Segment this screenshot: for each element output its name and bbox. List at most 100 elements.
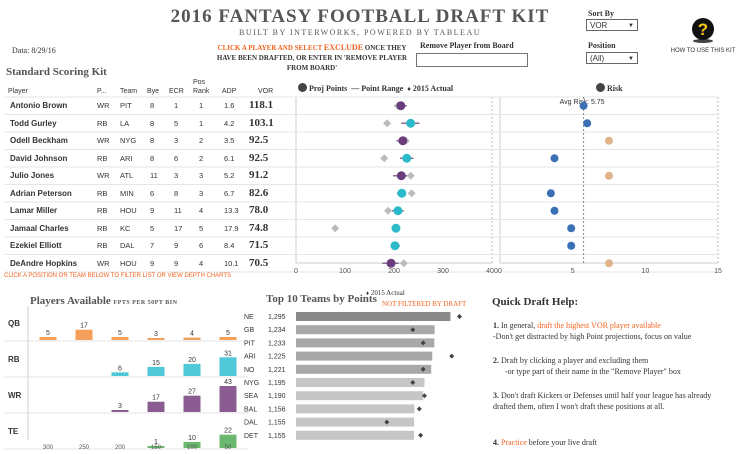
pa-bar[interactable] — [183, 441, 201, 448]
risk-point[interactable] — [567, 241, 576, 250]
proj-point[interactable] — [402, 153, 412, 163]
team-label[interactable]: ARI — [244, 354, 256, 361]
pa-bar[interactable] — [219, 336, 237, 340]
pa-bin-label: 150 — [151, 445, 162, 451]
team-label[interactable]: NO — [244, 367, 255, 374]
table-row[interactable]: Lamar Miller RB HOU 9 11 4 13.3 78.0 — [0, 202, 736, 219]
team-bar[interactable] — [296, 430, 415, 440]
cell-player: Todd Gurley — [10, 118, 57, 128]
cell-adp: 5.2 — [224, 171, 235, 180]
pa-bar[interactable] — [219, 357, 237, 376]
table-row[interactable]: David Johnson RB ARI 8 6 2 6.1 92.5 — [0, 150, 736, 167]
cell-pos: RB — [97, 241, 108, 250]
team-actual-diamond — [421, 393, 427, 399]
proj-point[interactable] — [398, 136, 408, 146]
team-label[interactable]: NE — [244, 314, 254, 321]
risk-point[interactable] — [583, 119, 592, 128]
team-label[interactable]: PIT — [244, 340, 256, 347]
team-bar[interactable] — [296, 325, 435, 335]
proj-point[interactable] — [386, 258, 396, 268]
team-label[interactable]: BAL — [244, 406, 257, 413]
pa-bar[interactable] — [147, 338, 165, 340]
pa-bar[interactable] — [111, 410, 129, 412]
table-row[interactable]: Jamaal Charles RB KC 5 17 5 17.9 74.8 — [0, 220, 736, 237]
col-bye[interactable]: Bye — [147, 88, 160, 95]
team-bar[interactable] — [296, 338, 435, 348]
pa-bar[interactable] — [219, 434, 237, 448]
team-bar[interactable] — [296, 404, 415, 414]
team-label[interactable]: SEA — [244, 393, 258, 400]
team-label[interactable]: DAL — [244, 420, 258, 427]
position-select[interactable]: (All) ▼ — [586, 52, 638, 64]
risk-point[interactable] — [605, 171, 613, 180]
table-row[interactable]: Odell Beckham WR NYG 8 3 2 3.5 92.5 — [0, 132, 736, 149]
col-pos[interactable]: P... — [97, 88, 107, 95]
pa-bar[interactable] — [147, 366, 165, 376]
pa-bar[interactable] — [183, 395, 201, 412]
proj-point[interactable] — [390, 241, 400, 251]
table-row[interactable]: DeAndre Hopkins WR HOU 9 9 4 10.1 70.5 — [0, 255, 736, 272]
sort-by-select[interactable]: VOR ▼ — [586, 19, 638, 31]
risk-point[interactable] — [605, 136, 613, 145]
help-highlight-4[interactable]: Practice — [501, 438, 527, 447]
team-bar[interactable] — [296, 364, 432, 374]
cell-posrank: 2 — [199, 136, 204, 145]
pa-bar[interactable] — [147, 446, 165, 448]
col-player[interactable]: Player — [8, 88, 28, 95]
proj-point[interactable] — [393, 206, 403, 216]
data-date: Data: 8/29/16 — [12, 46, 56, 55]
pa-bar[interactable] — [75, 329, 93, 340]
team-bar[interactable] — [296, 378, 425, 387]
risk-point[interactable] — [567, 224, 576, 233]
table-row[interactable]: Antonio Brown WR PIT 8 1 1 1.6 118.1 — [0, 97, 736, 114]
risk-point[interactable] — [546, 189, 555, 198]
col-posrank[interactable]: Pos Rank — [193, 79, 210, 95]
table-row[interactable]: Ezekiel Elliott RB DAL 7 9 6 8.4 71.5 — [0, 237, 736, 254]
risk-tick-label: 5 — [571, 268, 575, 275]
proj-point[interactable] — [397, 188, 407, 198]
pa-position-label[interactable]: TE — [8, 427, 19, 436]
pa-bar[interactable] — [147, 401, 165, 412]
risk-point[interactable] — [550, 154, 559, 163]
help-item-3: 3. Don't draft Kickers or Defenses until… — [493, 390, 733, 412]
team-bar[interactable] — [296, 351, 433, 361]
team-bar[interactable] — [296, 417, 415, 427]
help-icon[interactable]: ? — [690, 17, 716, 43]
cell-bye: 6 — [150, 188, 155, 198]
cell-team: NYG — [120, 136, 137, 145]
pa-position-label[interactable]: QB — [8, 319, 20, 328]
pa-bar[interactable] — [183, 337, 201, 340]
team-label[interactable]: GB — [244, 327, 254, 334]
pa-bar[interactable] — [111, 336, 129, 340]
proj-point[interactable] — [396, 171, 406, 181]
pa-bar[interactable] — [39, 336, 57, 340]
how-to-link[interactable]: HOW TO USE THIS KIT — [670, 48, 736, 54]
pa-position-label[interactable]: RB — [8, 355, 20, 364]
risk-point[interactable] — [605, 259, 613, 268]
top-teams-note: NOT FILTERED BY DRAFT — [382, 300, 467, 308]
remove-player-input[interactable] — [416, 53, 528, 67]
risk-point[interactable] — [579, 101, 588, 110]
pa-bar[interactable] — [219, 386, 237, 412]
team-label[interactable]: NYG — [244, 380, 259, 387]
col-adp[interactable]: ADP — [222, 88, 237, 95]
team-label[interactable]: DET — [244, 433, 259, 440]
proj-point[interactable] — [391, 223, 401, 233]
col-team[interactable]: Team — [120, 88, 138, 95]
cell-adp: 6.7 — [224, 188, 235, 198]
pa-position-label[interactable]: WR — [8, 391, 22, 400]
help-highlight-1[interactable]: draft the highest VOR player available — [537, 321, 661, 330]
proj-point[interactable] — [396, 101, 406, 111]
table-row[interactable]: Adrian Peterson RB MIN 6 8 3 6.7 82.6 — [0, 185, 736, 202]
table-row[interactable]: Todd Gurley RB LA 8 5 1 4.2 103.1 — [0, 115, 736, 132]
col-ecr[interactable]: ECR — [169, 88, 184, 95]
risk-point[interactable] — [550, 206, 559, 215]
pa-bar[interactable] — [183, 363, 201, 376]
pa-bar[interactable] — [111, 372, 129, 376]
table-row[interactable]: Julio Jones WR ATL 11 3 3 5.2 91.2 — [0, 167, 736, 184]
team-bar[interactable] — [296, 391, 424, 401]
position-label: Position — [588, 41, 616, 50]
team-bar[interactable] — [296, 312, 451, 321]
col-vor[interactable]: VOR — [258, 88, 274, 95]
proj-point[interactable] — [406, 118, 416, 128]
